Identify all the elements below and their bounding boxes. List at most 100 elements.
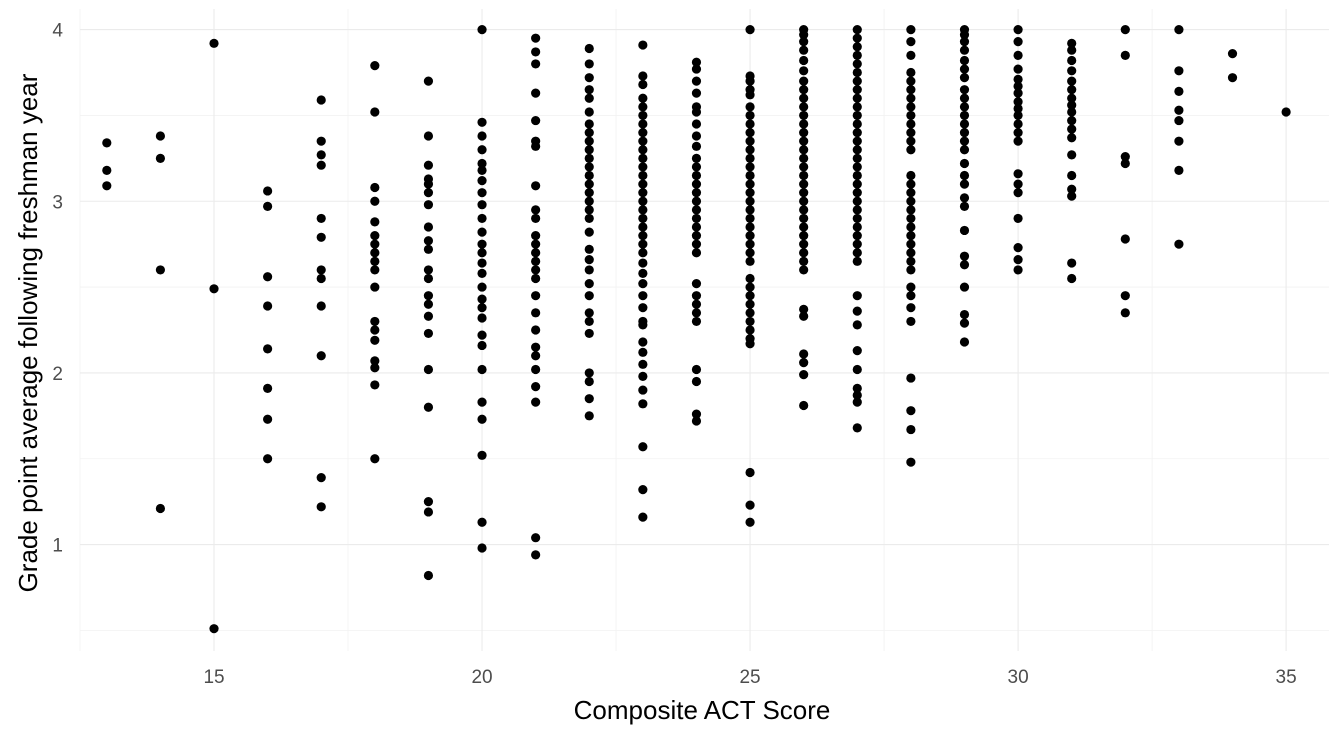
data-point [745,308,755,318]
data-point [1013,74,1023,84]
data-point [959,179,970,189]
data-point [906,127,916,138]
data-point [423,244,434,254]
data-point [1120,50,1130,60]
data-point [263,414,273,424]
data-point [370,61,380,71]
data-point [799,188,809,198]
data-point [959,110,970,121]
data-point [423,311,434,321]
data-point [852,230,862,241]
data-point [1067,258,1077,268]
data-point [799,37,809,47]
data-point [852,67,862,78]
data-point [155,503,166,514]
data-point [531,351,541,361]
data-point [745,517,755,527]
data-point [638,71,648,81]
data-point [959,73,970,83]
data-point [638,337,648,347]
data-point [584,59,594,69]
data-point [531,291,541,301]
data-point [906,239,916,249]
data-point [799,370,809,380]
data-point [531,325,541,335]
data-point [906,222,916,232]
data-point [423,497,434,507]
data-point [906,102,916,112]
data-point [1120,308,1130,318]
data-point [638,258,648,268]
data-point [959,201,970,212]
data-point [370,182,380,193]
data-point [906,179,916,189]
data-point [799,119,809,129]
data-point [370,380,380,390]
data-point [584,255,594,265]
data-point [691,170,702,181]
data-point [1067,150,1077,160]
data-point [1067,85,1077,95]
data-point [799,110,809,121]
data-point [852,320,862,330]
data-point [370,335,380,345]
data-point [959,251,970,261]
data-point [370,107,380,117]
data-point [799,45,809,55]
data-point [1013,188,1023,198]
data-point [638,136,648,146]
data-point [745,273,755,284]
data-point [1013,37,1023,47]
data-point [1013,213,1023,224]
data-point [316,150,326,160]
data-point [423,188,434,198]
data-point [584,119,594,129]
data-point [584,376,594,387]
data-point [155,265,166,275]
data-point [531,397,541,407]
data-point [638,442,648,452]
data-point [745,102,755,112]
data-point [691,88,702,98]
data-point [263,454,273,464]
x-tick-label: 15 [203,667,224,688]
data-point [1013,64,1023,74]
data-point [531,230,541,241]
data-point [1013,136,1023,146]
data-point [852,345,862,356]
data-point [1013,119,1023,129]
data-point [745,500,755,510]
data-point [1013,169,1023,179]
data-point [1013,50,1023,60]
data-point [531,256,541,266]
data-point [531,382,541,392]
data-point [852,291,862,301]
data-point [584,153,594,163]
data-point [1174,66,1184,76]
data-point [691,179,702,189]
data-point [799,93,809,103]
data-point [263,201,273,212]
data-point [584,227,594,237]
data-point [745,145,755,155]
data-point [799,196,809,206]
data-point [959,136,970,146]
data-point [1067,76,1077,86]
data-point [531,141,541,151]
data-point [959,45,970,55]
data-point [638,153,648,163]
data-point [799,213,809,224]
data-point [906,282,916,292]
data-point [638,162,648,172]
data-point [852,239,862,249]
data-point [638,127,648,138]
data-point [316,351,326,361]
data-point [1174,165,1184,175]
data-point [691,213,702,224]
y-tick-label: 4 [52,21,63,42]
y-tick-label: 1 [52,536,63,557]
data-point [906,196,916,206]
data-point [1013,127,1023,138]
data-point [477,145,487,155]
data-point [959,102,970,112]
